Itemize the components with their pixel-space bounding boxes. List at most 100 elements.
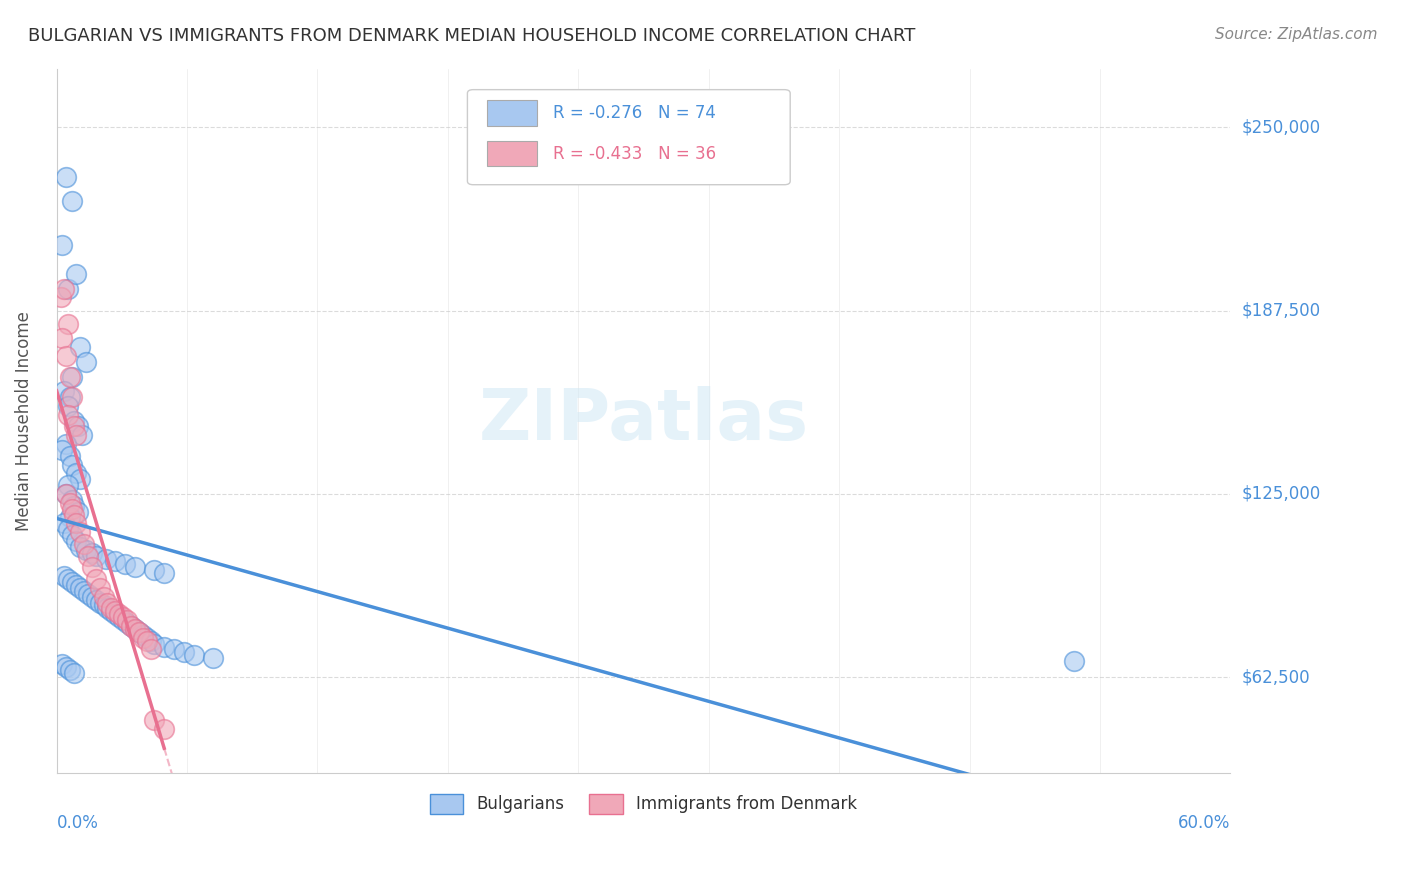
Point [96,601,118,615]
Point [202,651,225,665]
Point [93,599,115,613]
Point [135,633,157,648]
Point [65,267,87,281]
Point [143,637,166,651]
Point [114,558,136,572]
Point [49,290,72,304]
Point [84,549,107,563]
Point [108,607,131,622]
Point [94,551,117,566]
Point [80,546,103,560]
FancyBboxPatch shape [467,90,790,185]
Point [75,355,97,369]
Point [80,560,103,574]
Point [55,437,77,451]
FancyBboxPatch shape [488,141,537,167]
Point [80,590,103,604]
Point [104,554,127,568]
Point [58,572,80,586]
Point [53,384,76,399]
Point [131,628,153,642]
Point [77,587,100,601]
Point [153,640,176,654]
Text: R = -0.276   N = 74: R = -0.276 N = 74 [553,103,716,122]
Point [115,613,138,627]
Point [100,601,122,615]
Point [63,414,86,428]
Point [58,282,80,296]
Point [84,592,107,607]
Text: $125,000: $125,000 [1241,485,1320,503]
Point [112,610,135,624]
Point [65,533,87,548]
Point [93,590,115,604]
Point [70,428,93,442]
FancyBboxPatch shape [488,100,537,126]
Point [75,542,97,557]
Point [65,467,87,481]
Point [59,510,82,524]
Point [59,369,82,384]
Text: R = -0.433   N = 36: R = -0.433 N = 36 [553,145,716,162]
Point [55,170,77,185]
Point [58,522,80,536]
Point [73,583,96,598]
Point [65,428,87,442]
Point [60,458,83,472]
Point [1063,654,1085,668]
Point [63,665,86,680]
Point [60,501,83,516]
Point [55,487,77,501]
Point [59,496,82,510]
Point [100,604,122,618]
Point [73,537,96,551]
Point [128,624,150,639]
Point [60,574,83,589]
Point [143,563,166,577]
Point [58,478,80,492]
Point [53,569,76,583]
Point [84,572,107,586]
Point [183,648,205,663]
Text: Source: ZipAtlas.com: Source: ZipAtlas.com [1215,27,1378,42]
Point [59,390,82,404]
Point [51,657,73,672]
Point [69,472,91,486]
Point [65,578,87,592]
Point [55,487,77,501]
Point [51,237,73,252]
Point [60,369,83,384]
Text: $250,000: $250,000 [1241,119,1320,136]
Point [60,528,83,542]
Text: BULGARIAN VS IMMIGRANTS FROM DENMARK MEDIAN HOUSEHOLD INCOME CORRELATION CHART: BULGARIAN VS IMMIGRANTS FROM DENMARK MED… [28,27,915,45]
Point [124,560,146,574]
Point [96,596,118,610]
Point [120,619,142,633]
Point [53,516,76,531]
Text: $187,500: $187,500 [1241,301,1320,319]
Point [104,604,127,618]
Point [69,340,91,354]
Point [55,660,77,674]
Point [153,566,176,581]
Point [104,607,127,622]
Point [51,331,73,345]
Point [69,540,91,554]
Point [89,596,111,610]
Point [60,390,83,404]
Point [120,619,142,633]
Point [63,419,86,434]
Point [135,631,157,645]
Y-axis label: Median Household Income: Median Household Income [15,310,32,531]
Point [124,622,146,636]
Point [163,642,186,657]
Point [51,442,73,457]
Point [139,633,162,648]
Point [60,194,83,208]
Point [58,408,80,422]
Point [153,722,176,736]
Point [58,399,80,413]
Point [53,282,76,296]
Point [59,449,82,463]
Legend: Bulgarians, Immigrants from Denmark: Bulgarians, Immigrants from Denmark [423,787,863,821]
